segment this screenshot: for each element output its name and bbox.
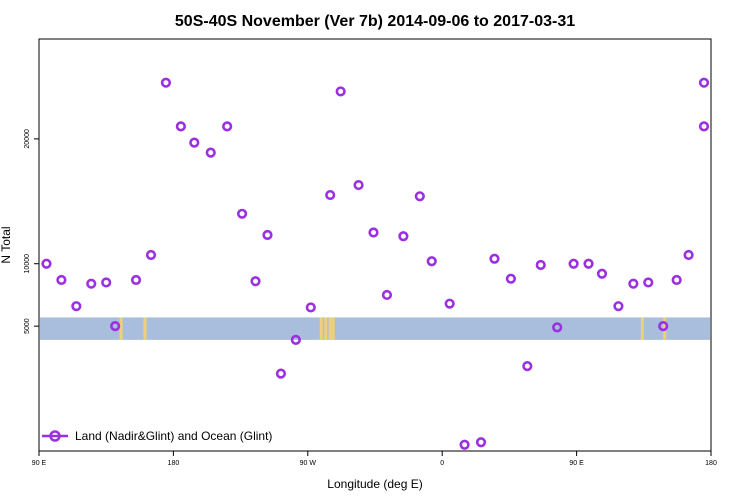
x-tick-label: 180 — [168, 460, 180, 467]
data-point — [175, 121, 186, 132]
land-mark — [319, 317, 323, 340]
data-point — [671, 274, 682, 286]
data-point — [160, 77, 172, 88]
data-point — [505, 273, 516, 284]
data-point — [613, 301, 624, 312]
data-point — [110, 321, 121, 332]
data-point — [250, 276, 261, 287]
data-point — [130, 274, 142, 286]
land-mark — [328, 317, 332, 340]
legend-label: Land (Nadir&Glint) and Ocean (Glint) — [75, 429, 272, 443]
data-point — [583, 258, 594, 269]
data-point — [414, 191, 425, 202]
data-point — [205, 147, 216, 158]
data-point — [262, 229, 273, 241]
y-axis-label: N Total — [0, 226, 13, 263]
data-point — [683, 249, 694, 261]
data-point — [398, 231, 409, 242]
data-point — [381, 289, 393, 301]
y-tick-label: 10000 — [24, 254, 31, 274]
land-mark — [640, 317, 644, 340]
y-tick-label: 20000 — [24, 129, 31, 149]
legend: Land (Nadir&Glint) and Ocean (Glint) — [42, 429, 272, 443]
x-tick-label: 90 E — [32, 460, 47, 467]
x-tick-label: 90 W — [300, 460, 317, 467]
data-point — [71, 301, 82, 312]
y-axis: 5000 10000 20000 — [24, 129, 39, 334]
plot-frame — [38, 38, 712, 452]
land-mark — [119, 317, 123, 340]
data-point — [568, 258, 579, 269]
data-points — [41, 77, 710, 450]
data-point — [552, 322, 563, 333]
data-point — [596, 268, 608, 279]
data-point — [305, 302, 316, 313]
land-mark — [331, 317, 335, 340]
data-point — [56, 274, 67, 286]
x-axis-label: Longitude (deg E) — [327, 477, 422, 491]
y-tick-label: 5000 — [24, 318, 31, 334]
data-point — [41, 258, 52, 269]
data-point — [698, 77, 710, 88]
x-tick-label: 0 — [440, 460, 444, 467]
data-point — [368, 227, 379, 238]
land-mark — [143, 317, 147, 340]
data-point — [522, 361, 533, 372]
data-point — [535, 259, 546, 271]
data-point — [353, 179, 364, 191]
data-point — [189, 137, 200, 148]
data-point — [145, 249, 157, 261]
chart-title: 50S-40S November (Ver 7b) 2014-09-06 to … — [175, 13, 575, 30]
data-point — [444, 298, 455, 309]
x-tick-label: 180 — [705, 460, 717, 467]
data-point — [426, 256, 437, 267]
data-point — [335, 86, 346, 97]
data-point — [236, 208, 248, 219]
data-point — [698, 121, 710, 132]
data-point — [325, 189, 336, 201]
data-point — [290, 334, 301, 345]
data-point — [275, 368, 287, 379]
x-tick-label: 90 E — [569, 460, 584, 467]
data-point — [643, 277, 654, 288]
x-axis: 90 E 180 90 W 0 90 E 180 — [32, 451, 717, 467]
data-point — [101, 277, 112, 288]
data-point — [86, 278, 97, 289]
legend-marker — [49, 430, 61, 442]
data-point — [658, 321, 669, 332]
data-point — [489, 253, 500, 264]
land-band — [40, 317, 710, 340]
data-point — [459, 439, 470, 450]
land-mark — [324, 317, 328, 340]
data-point — [628, 278, 639, 289]
data-point — [475, 437, 487, 448]
data-point — [222, 121, 233, 132]
